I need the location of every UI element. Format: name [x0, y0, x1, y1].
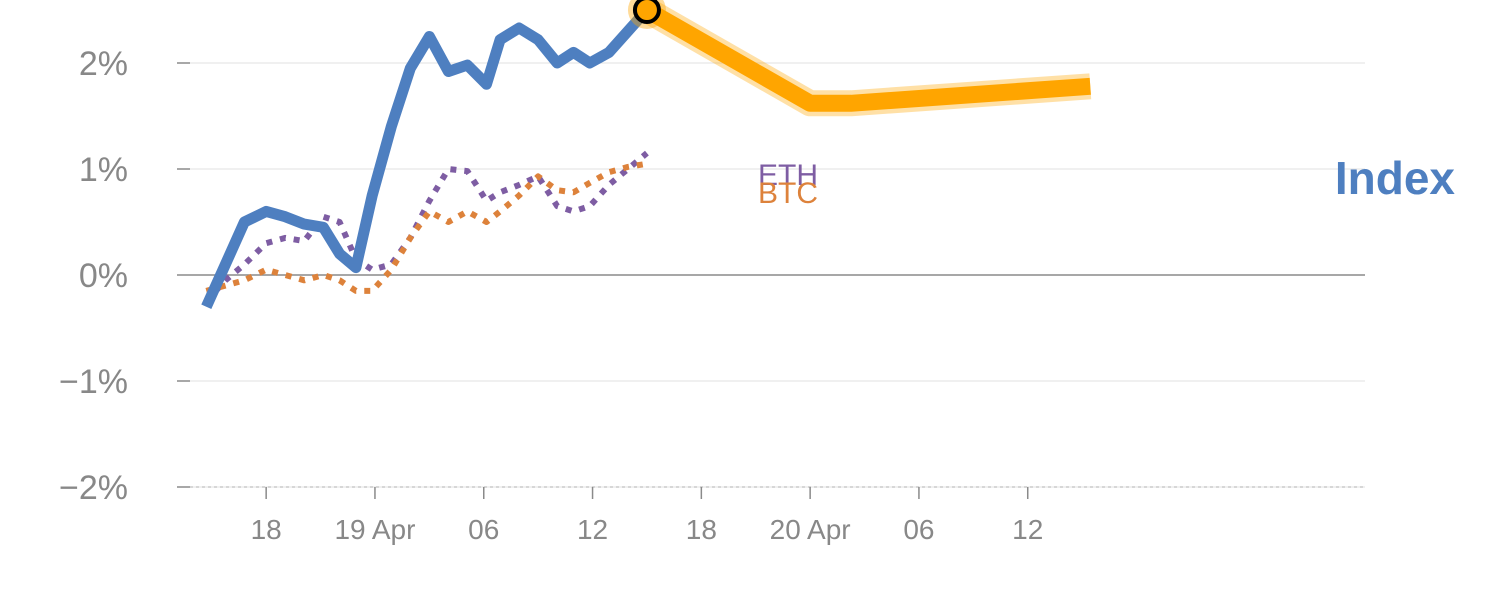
- grid: [190, 62, 1365, 488]
- series-group: [201, 0, 1092, 310]
- y-tick-label: 0%: [79, 257, 128, 295]
- eth-label: ETH: [758, 159, 818, 192]
- btc-line: [205, 160, 648, 294]
- y-tick-label: 2%: [79, 45, 128, 83]
- x-tick-label: 12: [1012, 514, 1043, 545]
- x-tick-label: 18: [251, 514, 282, 545]
- y-tick-label: −2%: [59, 469, 128, 507]
- eth-line: [204, 150, 649, 304]
- x-tick-label: 19 Apr: [334, 514, 415, 545]
- x-tick-label: 20 Apr: [770, 514, 851, 545]
- axes: −2% −1% 0% 1% 2% 18 19 Apr 06 12 18 20 Apr 06 12: [59, 45, 1365, 545]
- x-tick-label: 06: [903, 514, 934, 545]
- btc-label: BTC: [758, 177, 818, 210]
- current-value-marker: [632, 0, 661, 24]
- y-tick-label: −1%: [59, 363, 128, 401]
- index-line: [201, 6, 651, 310]
- y-tick-label: 1%: [79, 151, 128, 189]
- forecast-line: [642, 2, 1091, 112]
- marker-group: [627, 0, 666, 29]
- x-tick-label: 06: [468, 514, 499, 545]
- index-label: Index: [1335, 152, 1456, 204]
- x-tick-label: 12: [577, 514, 608, 545]
- x-tick-label: 18: [686, 514, 717, 545]
